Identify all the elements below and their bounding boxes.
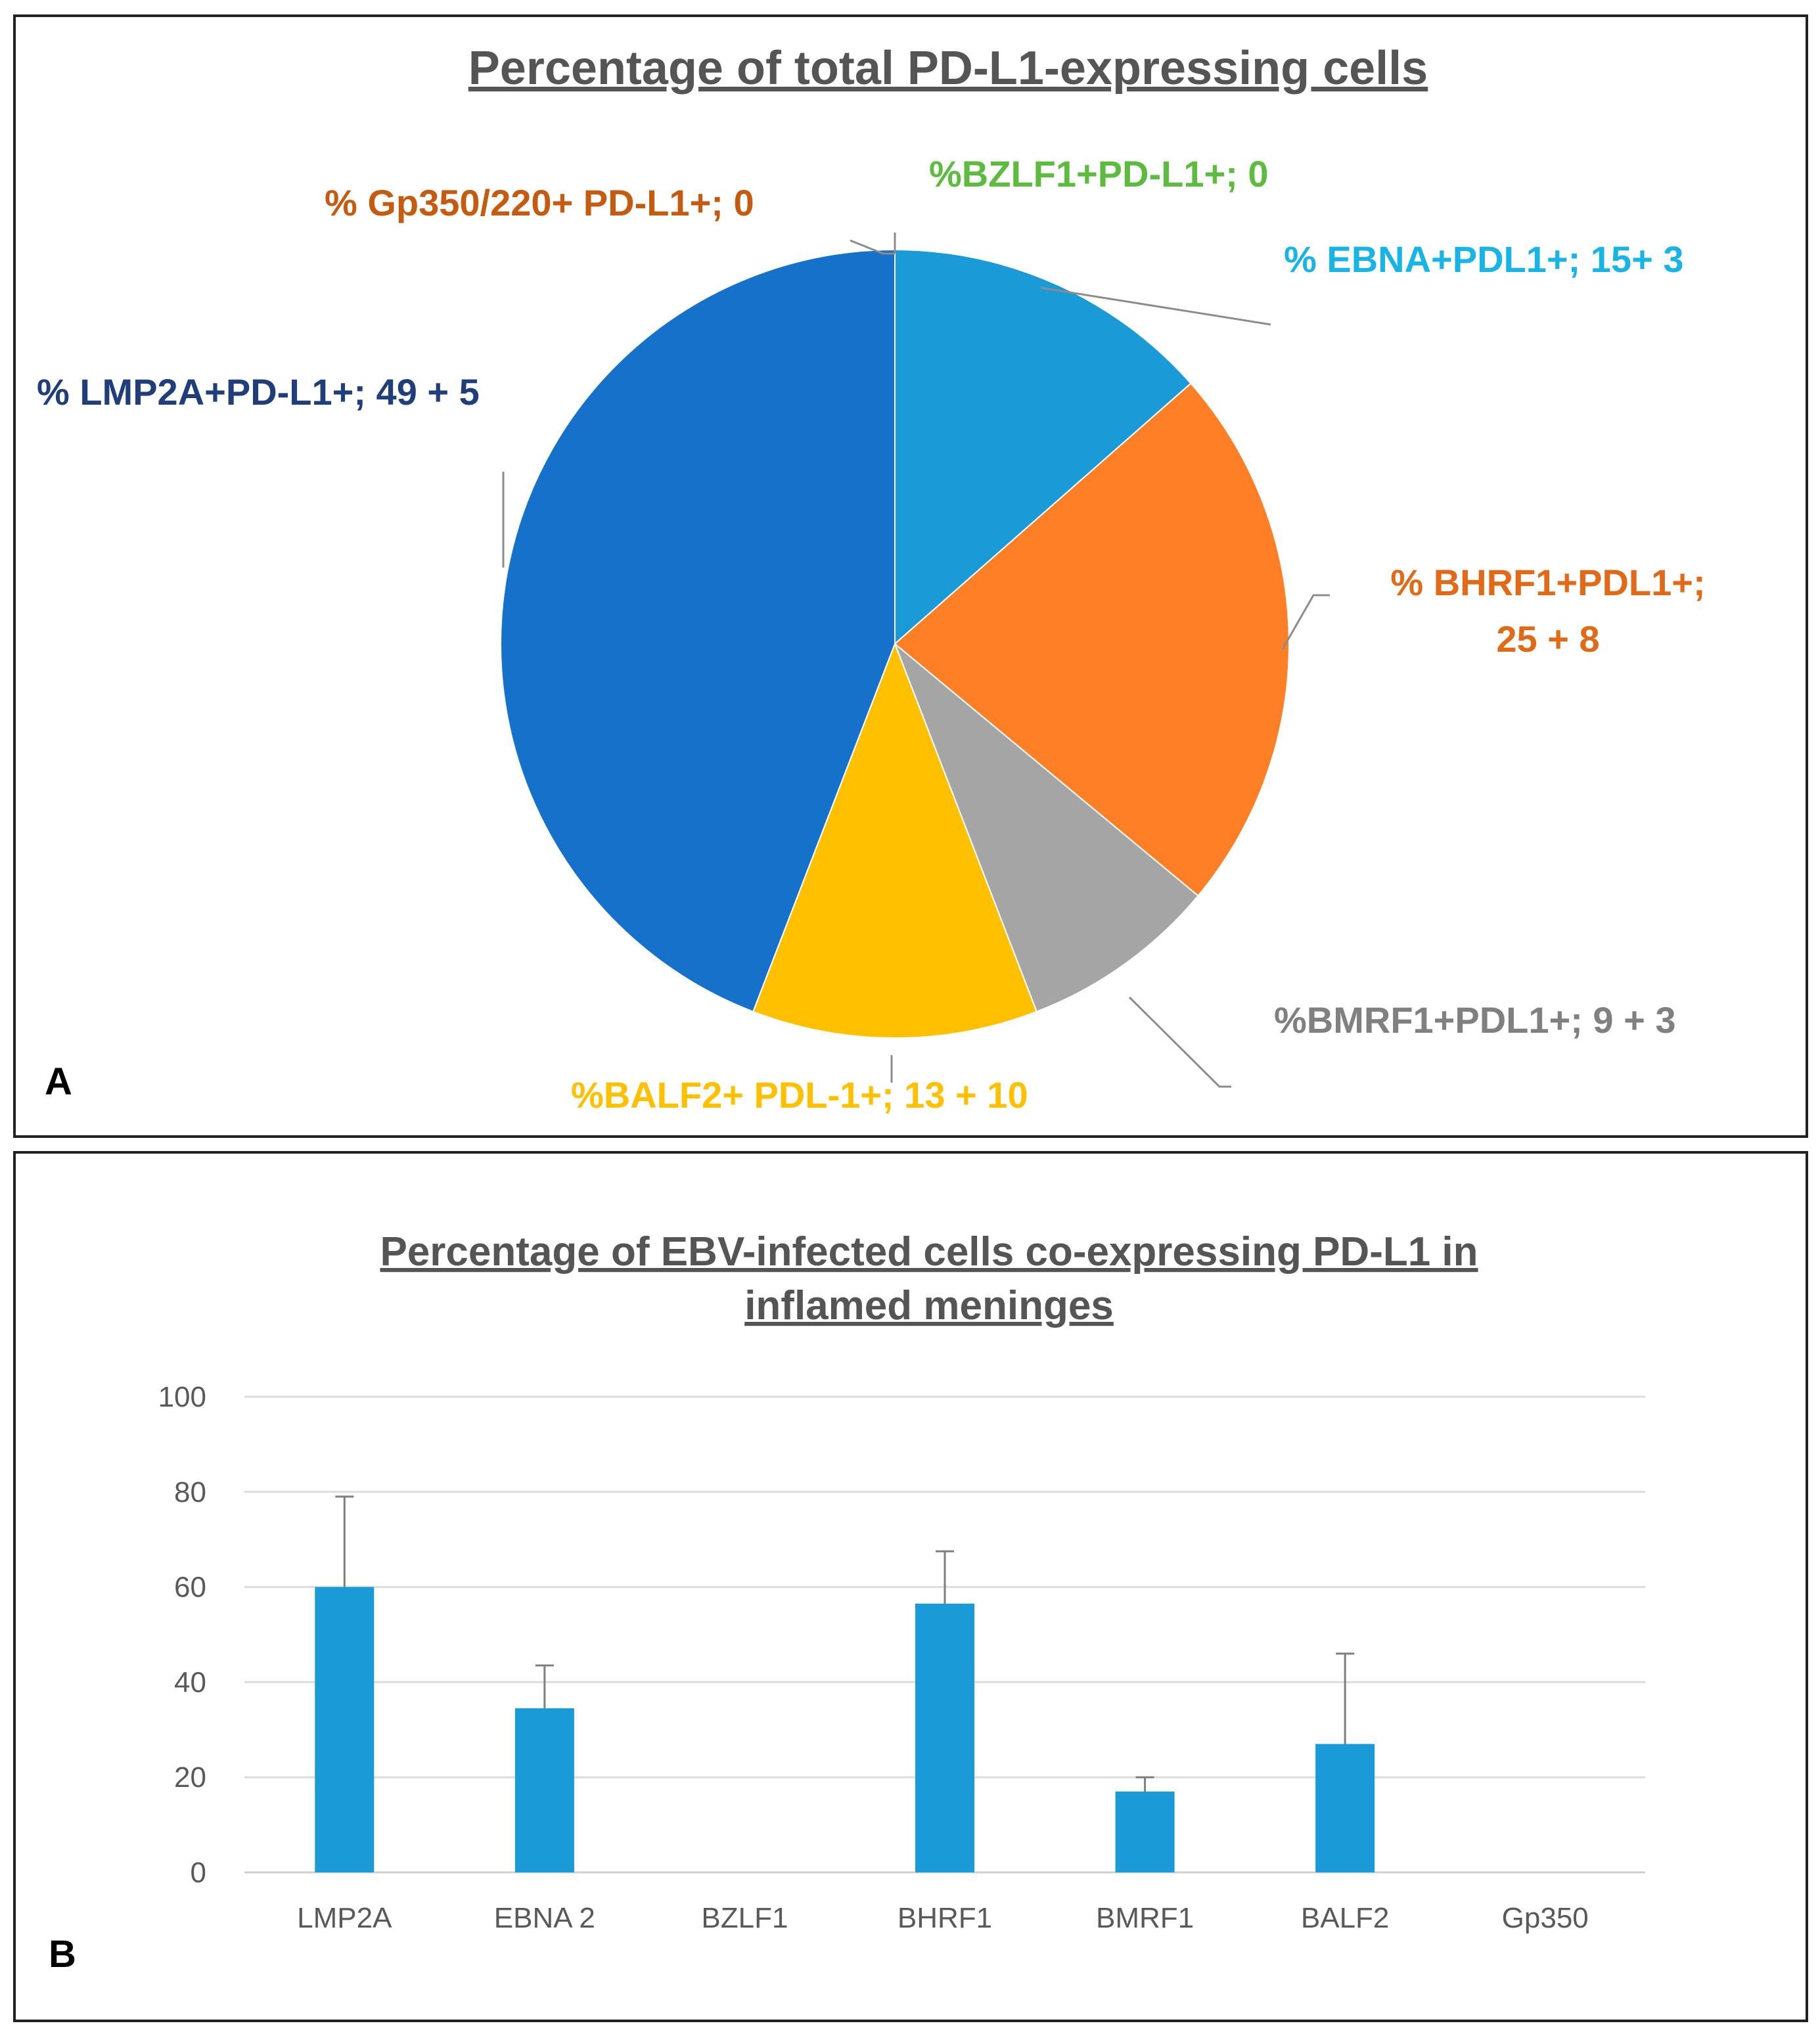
pie-label-ebna: % EBNA+PDL1+; 15+ 3 xyxy=(1284,238,1683,280)
error-bar-ebna-2 xyxy=(535,1664,554,1709)
bar-bmrf1 xyxy=(1115,1791,1175,1872)
leader-line-bmrf1 xyxy=(1128,996,1231,1088)
pie-label-gp350: % Gp350/220+ PD-L1+; 0 xyxy=(325,182,754,223)
x-tick-label-ebna-2: EBNA 2 xyxy=(494,1902,595,1934)
bar-lmp2a xyxy=(315,1587,375,1872)
pie-slice-bmrf1 xyxy=(893,641,1199,1013)
bar-chart-error-bars xyxy=(335,1495,1355,1792)
panel-b-bar-chart: Percentage of EBV-infected cells co-expr… xyxy=(13,1151,1808,2022)
bar-chart-bars xyxy=(315,1587,1375,1872)
y-tick-label-20: 20 xyxy=(174,1761,206,1794)
pie-slices xyxy=(500,248,1290,1039)
x-tick-label-balf2: BALF2 xyxy=(1301,1902,1390,1934)
y-tick-label-100: 100 xyxy=(158,1381,206,1413)
panel-letter-a: A xyxy=(45,1060,72,1103)
pie-label-bzlf1: %BZLF1+PD-L1+; 0 xyxy=(929,153,1269,194)
y-tick-label-60: 60 xyxy=(174,1571,206,1604)
leader-line-gp350 xyxy=(850,239,895,255)
pie-label-bmrf1: %BMRF1+PDL1+; 9 + 3 xyxy=(1274,999,1676,1041)
x-tick-label-bmrf1: BMRF1 xyxy=(1096,1902,1194,1934)
x-tick-label-bhrf1: BHRF1 xyxy=(898,1902,992,1934)
pie-slice-lmp2a xyxy=(500,248,896,1013)
error-bar-lmp2a xyxy=(335,1495,354,1587)
leader-line-ebna xyxy=(1040,286,1271,326)
pie-label-bhrf1-line1: % BHRF1+PDL1+; xyxy=(1390,562,1705,603)
panel-a-pie-chart: Percentage of total PD-L1-expressing cel… xyxy=(13,14,1808,1138)
error-bar-bmrf1 xyxy=(1135,1776,1154,1792)
panel-letter-b: B xyxy=(49,1933,76,1976)
pie-chart-title: Percentage of total PD-L1-expressing cel… xyxy=(468,42,1428,95)
pie-leader-lines xyxy=(502,233,1330,1088)
bar-chart-title-line1: Percentage of EBV-infected cells co-expr… xyxy=(380,1229,1478,1275)
y-tick-label-0: 0 xyxy=(191,1857,206,1889)
bar-chart-svg: Percentage of EBV-infected cells co-expr… xyxy=(49,1229,1645,1976)
pie-slice-ebna xyxy=(894,248,1192,646)
bar-ebna-2 xyxy=(514,1708,574,1872)
error-bar-bhrf1 xyxy=(936,1550,954,1604)
x-tick-label-bzlf1: BZLF1 xyxy=(701,1902,788,1934)
pie-label-bhrf1-line2: 25 + 8 xyxy=(1496,618,1599,660)
leader-line-bhrf1 xyxy=(1281,594,1330,650)
bar-chart-y-ticks: 0 20 40 60 80 100 xyxy=(158,1381,206,1889)
error-bar-balf2 xyxy=(1336,1652,1355,1744)
pie-chart-svg: Percentage of total PD-L1-expressing cel… xyxy=(37,42,1706,1116)
pie-label-lmp2a: % LMP2A+PD-L1+; 49 + 5 xyxy=(37,371,480,413)
x-tick-label-lmp2a: LMP2A xyxy=(297,1902,392,1934)
bar-balf2 xyxy=(1315,1744,1375,1872)
pie-label-balf2: %BALF2+ PDL-1+; 13 + 10 xyxy=(571,1074,1028,1116)
y-tick-label-80: 80 xyxy=(174,1476,206,1508)
bar-chart-x-labels: LMP2A EBNA 2 BZLF1 BHRF1 BMRF1 BALF2 Gp350 xyxy=(297,1902,1589,1934)
bar-chart-title-line2: inflamed meninges xyxy=(744,1283,1114,1328)
bar-bhrf1 xyxy=(915,1603,974,1872)
y-tick-label-40: 40 xyxy=(174,1666,206,1698)
pie-slice-balf2 xyxy=(752,642,1038,1039)
x-tick-label-gp350: Gp350 xyxy=(1502,1902,1589,1934)
